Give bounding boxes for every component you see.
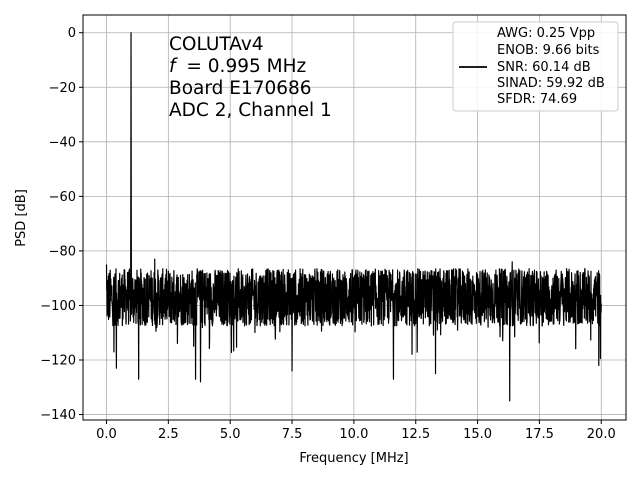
- legend-entry-awg: AWG: 0.25 Vpp: [497, 26, 595, 41]
- annotation-line-4: ADC 2, Channel 1: [169, 100, 332, 121]
- y-tick-label: −40: [49, 135, 76, 150]
- legend-entry-snr: SNR: 60.14 dB: [497, 60, 591, 75]
- annotation-block: COLUTAv4 f = 0.995 MHz Board E170686 ADC…: [169, 34, 332, 121]
- x-tick-label: 15.0: [463, 427, 492, 442]
- x-tick-label: 7.5: [282, 427, 303, 442]
- annotation-frequency-symbol: f: [169, 56, 178, 77]
- x-tick-label: 20.0: [587, 427, 616, 442]
- x-axis-label: Frequency [MHz]: [299, 451, 408, 466]
- x-tick-label: 0.0: [96, 427, 117, 442]
- annotation-frequency-value: = 0.995 MHz: [186, 56, 306, 77]
- legend-entry-enob: ENOB: 9.66 bits: [497, 43, 600, 58]
- y-tick-label: −100: [40, 299, 76, 314]
- y-tick-label: −60: [49, 190, 76, 205]
- grid-lines: [83, 15, 626, 420]
- x-tick-label: 5.0: [220, 427, 241, 442]
- y-tick-label: −120: [40, 354, 76, 369]
- annotation-line-2: f = 0.995 MHz: [169, 56, 306, 77]
- x-axis-ticks: 0.0 2.5 5.0 7.5 10.0 12.5 15.0 17.5 20.0: [96, 420, 616, 442]
- psd-series-line: [105, 32, 602, 402]
- legend-entry-sfdr: SFDR: 74.69: [497, 92, 577, 107]
- psd-trace: [105, 32, 602, 402]
- legend-box: [452, 21, 619, 112]
- y-tick-label: −20: [49, 81, 76, 96]
- y-tick-label: −140: [40, 408, 76, 423]
- x-tick-label: 2.5: [158, 427, 179, 442]
- annotation-line-3: Board E170686: [169, 78, 312, 99]
- x-tick-label: 12.5: [401, 427, 430, 442]
- x-tick-label: 10.0: [339, 427, 368, 442]
- plot-frame: [82, 14, 627, 421]
- y-tick-label: −80: [49, 244, 76, 259]
- legend-entry-sinad: SINAD: 59.92 dB: [497, 76, 605, 91]
- y-axis-ticks: 0 −20 −40 −60 −80 −100 −120 −140: [40, 26, 83, 423]
- y-tick-label: 0: [68, 26, 76, 41]
- annotation-line-1: COLUTAv4: [169, 34, 264, 55]
- legend: AWG: 0.25 Vpp ENOB: 9.66 bits SNR: 60.14…: [452, 21, 619, 112]
- x-tick-label: 17.5: [525, 427, 554, 442]
- y-axis-label: PSD [dB]: [14, 189, 29, 247]
